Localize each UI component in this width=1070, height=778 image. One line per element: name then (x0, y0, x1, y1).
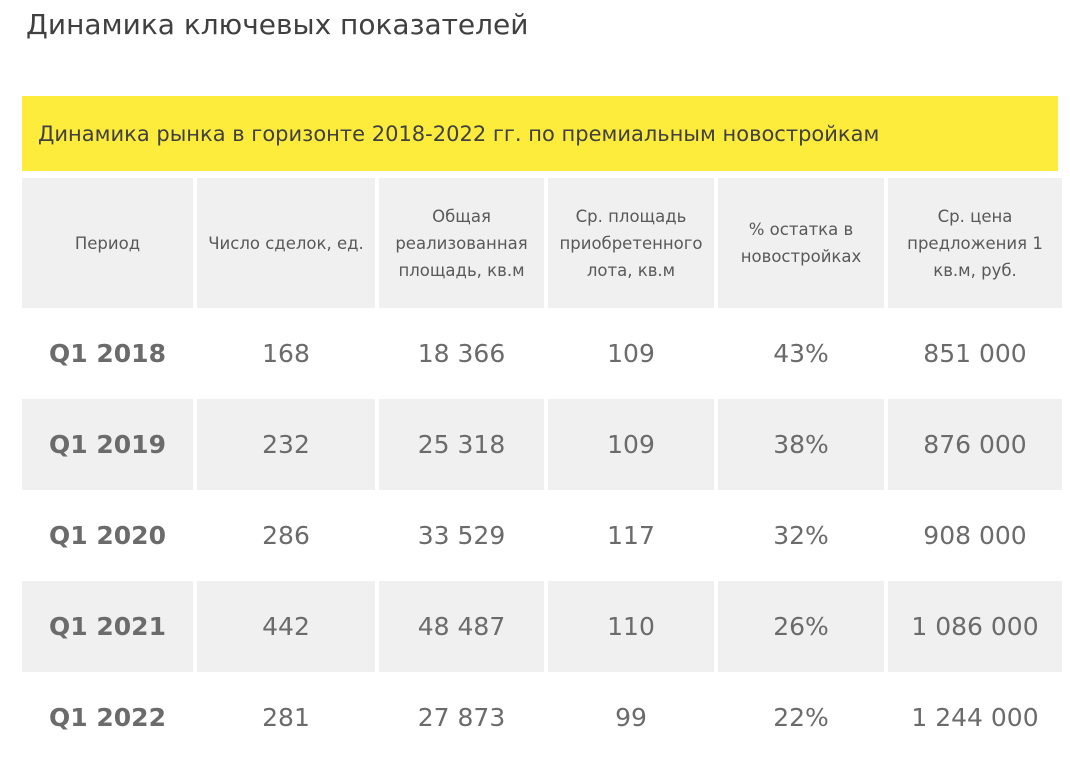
key-indicators-table: Период Число сделок, ед. Общая реализова… (22, 178, 1062, 763)
cell-avg-price: 1 244 000 (911, 703, 1039, 732)
header-remaining-share: % остатка в новостройках (718, 178, 884, 308)
cell-avg-lot-area: 109 (607, 339, 655, 368)
cell-avg-price: 876 000 (888, 399, 1062, 490)
cell-period: Q1 2022 (49, 703, 166, 732)
cell-remaining-share: 32% (773, 521, 829, 550)
header-avg-lot-area: Ср. площадь приобретенного лота, кв.м (548, 178, 714, 308)
cell-deals-count: 232 (197, 399, 375, 490)
header-deals-count: Число сделок, ед. (197, 178, 375, 308)
cell-avg-price: 1 086 000 (888, 581, 1062, 672)
cell-deals-count: 286 (262, 521, 310, 550)
cell-total-area: 33 529 (417, 521, 506, 550)
cell-total-area: 25 318 (379, 399, 544, 490)
cell-total-area: 48 487 (379, 581, 544, 672)
cell-period: Q1 2020 (49, 521, 166, 550)
cell-deals-count: 442 (197, 581, 375, 672)
cell-remaining-share: 26% (718, 581, 884, 672)
cell-period: Q1 2021 (22, 581, 193, 672)
cell-avg-price: 851 000 (923, 339, 1027, 368)
cell-avg-lot-area: 99 (615, 703, 647, 732)
page-title: Динамика ключевых показателей (26, 8, 529, 41)
cell-avg-price: 908 000 (923, 521, 1027, 550)
cell-avg-lot-area: 117 (607, 521, 655, 550)
table-caption-banner: Динамика рынка в горизонте 2018-2022 гг.… (22, 96, 1058, 171)
header-total-area: Общая реализованная площадь, кв.м (379, 178, 544, 308)
cell-period: Q1 2019 (22, 399, 193, 490)
cell-total-area: 18 366 (417, 339, 506, 368)
cell-remaining-share: 22% (773, 703, 829, 732)
cell-period: Q1 2018 (49, 339, 166, 368)
header-avg-price: Ср. цена предложения 1 кв.м, руб. (888, 178, 1062, 308)
cell-avg-lot-area: 109 (548, 399, 714, 490)
cell-remaining-share: 38% (718, 399, 884, 490)
cell-remaining-share: 43% (773, 339, 829, 368)
cell-avg-lot-area: 110 (548, 581, 714, 672)
header-period: Период (22, 178, 193, 308)
cell-deals-count: 168 (262, 339, 310, 368)
cell-deals-count: 281 (262, 703, 310, 732)
table-caption: Динамика рынка в горизонте 2018-2022 гг.… (38, 121, 880, 146)
cell-total-area: 27 873 (417, 703, 506, 732)
